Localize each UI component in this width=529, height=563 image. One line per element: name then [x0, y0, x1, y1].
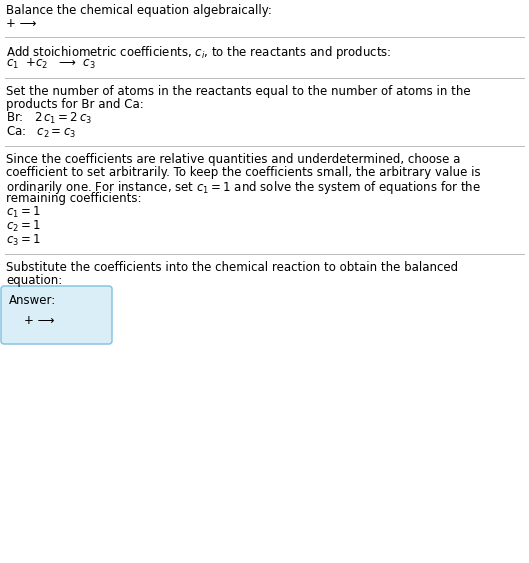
Text: Substitute the coefficients into the chemical reaction to obtain the balanced: Substitute the coefficients into the che… — [6, 261, 458, 274]
Text: ordinarily one. For instance, set $c_1 = 1$ and solve the system of equations fo: ordinarily one. For instance, set $c_1 =… — [6, 179, 481, 196]
Text: products for Br and Ca:: products for Br and Ca: — [6, 98, 144, 111]
Text: Add stoichiometric coefficients, $c_i$, to the reactants and products:: Add stoichiometric coefficients, $c_i$, … — [6, 44, 391, 61]
Text: Ca:   $c_2 = c_3$: Ca: $c_2 = c_3$ — [6, 125, 76, 140]
Text: $c_2 = 1$: $c_2 = 1$ — [6, 219, 41, 234]
Text: + ⟶: + ⟶ — [24, 314, 54, 327]
Text: $c_3 = 1$: $c_3 = 1$ — [6, 233, 41, 248]
Text: $c_1$  +$c_2$   ⟶  $c_3$: $c_1$ +$c_2$ ⟶ $c_3$ — [6, 57, 96, 71]
Text: $c_1 = 1$: $c_1 = 1$ — [6, 205, 41, 220]
Text: Br:   $2\,c_1 = 2\,c_3$: Br: $2\,c_1 = 2\,c_3$ — [6, 111, 92, 126]
Text: + ⟶: + ⟶ — [6, 17, 37, 30]
Text: equation:: equation: — [6, 274, 62, 287]
Text: Since the coefficients are relative quantities and underdetermined, choose a: Since the coefficients are relative quan… — [6, 153, 460, 166]
Text: coefficient to set arbitrarily. To keep the coefficients small, the arbitrary va: coefficient to set arbitrarily. To keep … — [6, 166, 481, 179]
Text: Set the number of atoms in the reactants equal to the number of atoms in the: Set the number of atoms in the reactants… — [6, 85, 471, 98]
Text: remaining coefficients:: remaining coefficients: — [6, 192, 141, 205]
FancyBboxPatch shape — [1, 286, 112, 344]
Text: Answer:: Answer: — [9, 294, 56, 307]
Text: Balance the chemical equation algebraically:: Balance the chemical equation algebraica… — [6, 4, 272, 17]
